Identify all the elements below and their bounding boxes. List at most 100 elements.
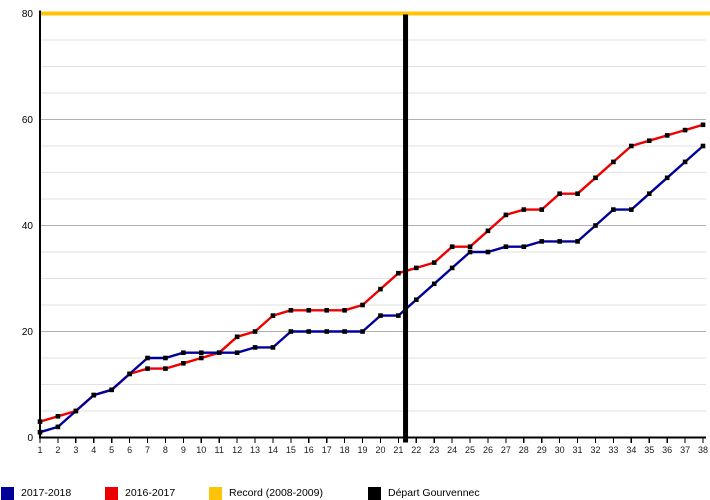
series-line-2017-2018 — [38, 144, 705, 434]
data-point-2016-2017-j14 — [270, 313, 276, 318]
series-line-2016-2017 — [38, 123, 705, 423]
data-point-2016-2017-j8 — [163, 366, 168, 371]
data-point-2017-2018-j7 — [145, 355, 150, 361]
x-tick-label: 1 — [37, 445, 42, 455]
data-point-2016-2017-j30 — [557, 191, 562, 196]
x-tick-label: 13 — [250, 445, 260, 455]
x-tick-label: 10 — [196, 445, 206, 455]
data-point-2017-2018-j2 — [55, 424, 61, 430]
data-point-2017-2018-j5 — [109, 387, 114, 393]
x-tick-label: 33 — [608, 445, 618, 455]
data-point-2017-2018-j24 — [449, 265, 455, 271]
data-point-2016-2017-j21 — [396, 270, 401, 276]
data-point-2017-2018-j19 — [360, 329, 365, 334]
x-tick-label: 14 — [268, 445, 278, 455]
legend-swatch-blue — [1, 486, 14, 500]
data-point-2017-2018-j10 — [198, 350, 204, 355]
points-line-chart: 1 2 3 4 5 6 7 8 9 10 11 12 13 14 15 16 17 18 19 20 21 22 23 24 2… — [22, 9, 710, 455]
x-tick-label: 6 — [127, 445, 132, 455]
legend-label: 2017-2018 — [21, 487, 72, 499]
data-point-2016-2017-j9 — [181, 361, 186, 366]
x-tick-label: 26 — [483, 445, 493, 455]
data-point-2017-2018-j9 — [181, 350, 186, 355]
data-point-2016-2017-j16 — [306, 308, 312, 313]
data-point-2017-2018-j36 — [664, 175, 670, 181]
data-point-2017-2018-j18 — [342, 329, 347, 334]
data-point-2017-2018-j27 — [503, 244, 509, 249]
data-point-2016-2017-j37 — [682, 127, 688, 133]
data-point-2017-2018-j34 — [629, 207, 634, 212]
data-point-2016-2017-j13 — [252, 329, 258, 334]
data-point-2016-2017-j35 — [646, 138, 652, 143]
legend-label: Départ Gourvennec — [388, 487, 480, 499]
data-point-2017-2018-j17 — [324, 329, 330, 334]
x-tick-label: 28 — [519, 445, 529, 455]
data-point-2016-2017-j31 — [575, 191, 580, 196]
data-point-2017-2018-j30 — [557, 239, 562, 244]
data-point-2016-2017-j17 — [324, 308, 330, 313]
x-tick-label: 38 — [698, 445, 708, 455]
data-point-2017-2018-j32 — [593, 223, 598, 228]
data-point-2016-2017-j32 — [593, 175, 598, 181]
data-point-2016-2017-j24 — [449, 244, 455, 249]
data-point-2016-2017-j26 — [485, 228, 491, 234]
data-point-2016-2017-j2 — [55, 414, 61, 419]
legend-label: Record (2008-2009) — [229, 487, 323, 499]
y-tick-label: 0 — [27, 433, 33, 444]
data-point-2016-2017-j33 — [611, 159, 616, 165]
y-tick-label: 60 — [22, 115, 34, 126]
x-tick-label: 21 — [393, 445, 403, 455]
data-point-2016-2017-j7 — [145, 366, 150, 371]
data-point-2016-2017-j18 — [342, 308, 347, 313]
x-tick-label: 37 — [680, 445, 690, 455]
x-tick-label: 24 — [447, 445, 457, 455]
data-point-2017-2018-j20 — [378, 313, 383, 318]
x-tick-label: 23 — [429, 445, 439, 455]
data-point-2017-2018-j15 — [288, 329, 294, 334]
data-point-2017-2018-j22 — [413, 297, 419, 302]
x-tick-label: 7 — [145, 445, 150, 455]
data-point-2017-2018-j35 — [646, 191, 652, 196]
data-point-2016-2017-j27 — [503, 212, 509, 218]
legend-swatch-black — [368, 486, 381, 500]
legend-item-2017-2018: 2017-2018 — [1, 486, 71, 500]
legend-label: 2016-2017 — [125, 487, 176, 499]
x-tick-label: 5 — [109, 445, 114, 455]
data-point-2017-2018-j29 — [539, 239, 545, 244]
data-point-2017-2018-j8 — [163, 355, 168, 361]
x-tick-label: 18 — [340, 445, 350, 455]
x-tick-label: 34 — [626, 445, 636, 455]
data-point-2016-2017-j20 — [378, 286, 383, 292]
data-point-2016-2017-j25 — [467, 244, 473, 249]
data-point-2016-2017-j38 — [700, 122, 706, 128]
y-tick-label: 20 — [22, 327, 34, 338]
data-point-2017-2018-j4 — [91, 392, 97, 398]
x-tick-label: 29 — [537, 445, 547, 455]
data-point-2016-2017-j22 — [413, 265, 419, 271]
data-point-2016-2017-j23 — [431, 260, 437, 265]
x-tick-label: 25 — [465, 445, 475, 455]
data-point-2016-2017-j10 — [198, 355, 204, 361]
data-point-2016-2017-j28 — [521, 207, 527, 212]
x-tick-label: 2 — [55, 445, 60, 455]
x-tick-label: 11 — [215, 445, 224, 455]
x-tick-label: 12 — [232, 445, 242, 455]
data-point-2016-2017-j12 — [234, 334, 240, 340]
data-point-2017-2018-j11 — [216, 350, 222, 355]
data-point-2017-2018-j12 — [234, 350, 240, 355]
data-point-2016-2017-j19 — [360, 302, 365, 308]
legend-swatch-yellow — [209, 486, 222, 500]
data-point-2017-2018-j23 — [431, 281, 437, 287]
x-tick-label: 20 — [375, 445, 385, 455]
data-point-2017-2018-j1 — [37, 429, 43, 435]
x-tick-label: 16 — [304, 445, 314, 455]
data-point-2017-2018-j25 — [467, 249, 473, 255]
x-tick-label: 17 — [322, 445, 332, 455]
x-tick-label: 22 — [411, 445, 421, 455]
data-point-2017-2018-j38 — [700, 143, 706, 149]
x-tick-label: 30 — [555, 445, 565, 455]
data-point-2017-2018-j21 — [396, 313, 401, 318]
data-point-2017-2018-j14 — [270, 345, 276, 350]
data-point-2017-2018-j31 — [575, 239, 580, 244]
